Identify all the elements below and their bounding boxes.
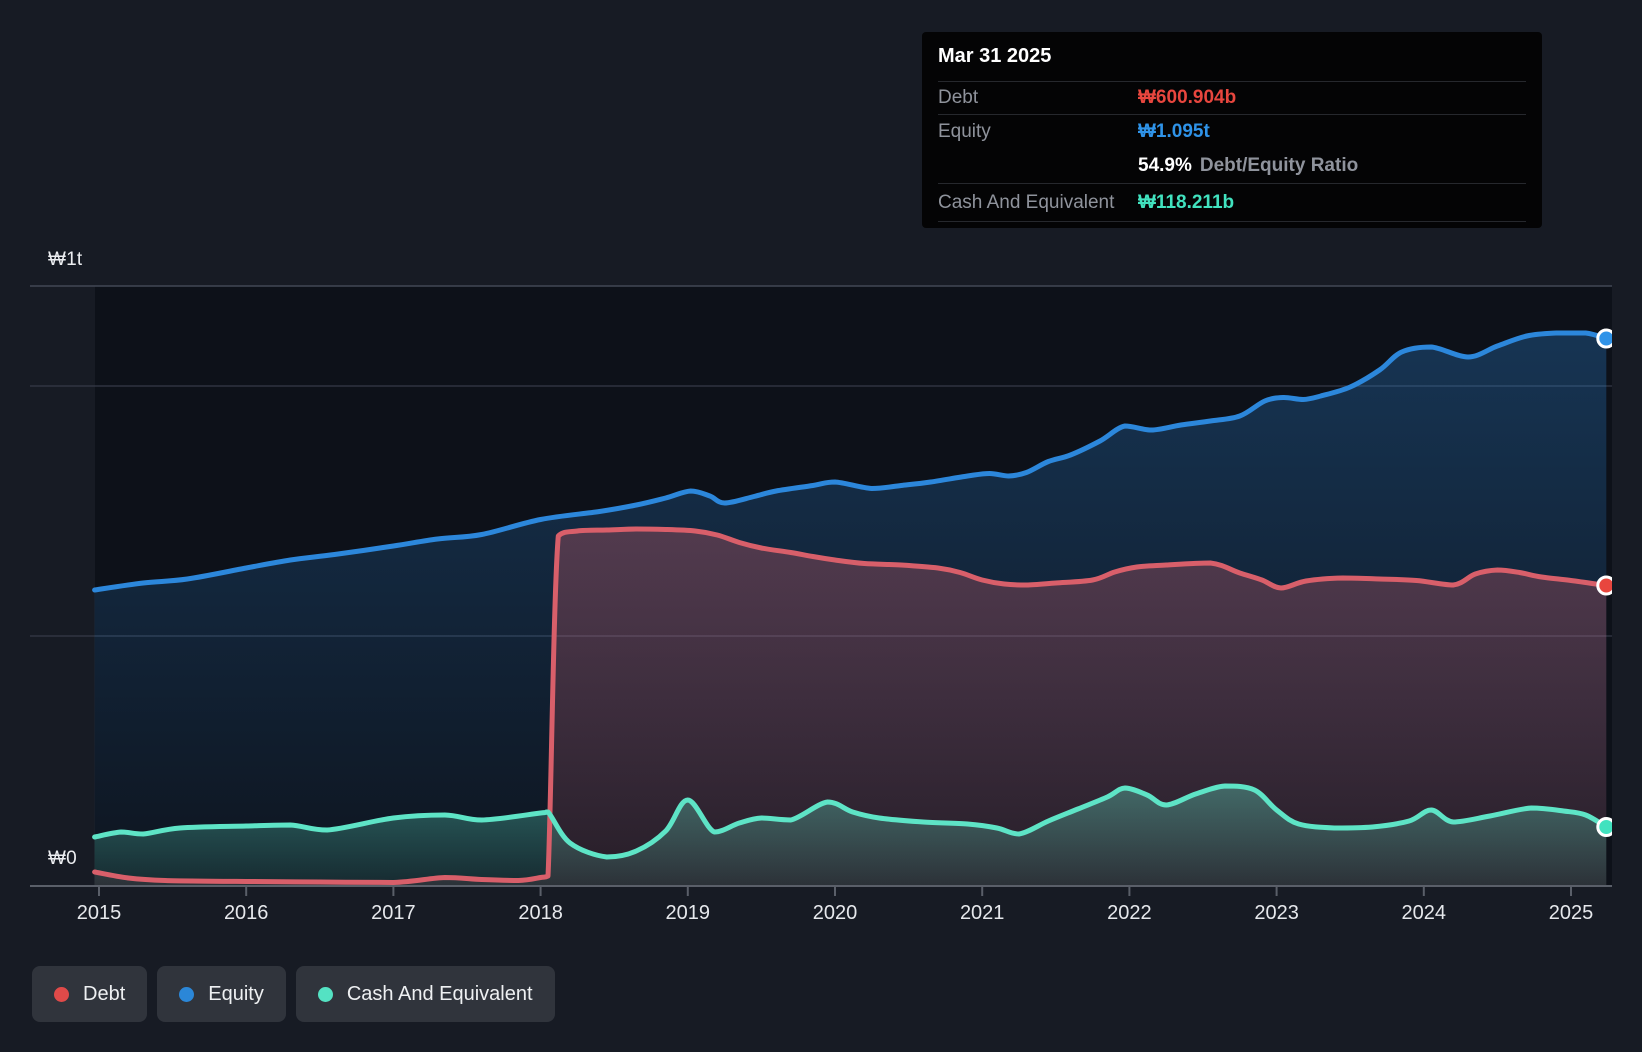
y-axis-label-1t: ₩1t <box>48 249 82 271</box>
legend-item-debt-label: Debt <box>83 983 125 1006</box>
legend-item-equity[interactable]: Equity <box>157 966 286 1022</box>
tooltip-equity-label: Equity <box>938 121 1138 143</box>
chart-tooltip: Mar 31 2025 Debt ₩600.904b Equity ₩1.095… <box>922 32 1542 228</box>
tooltip-ratio-label: Debt/Equity Ratio <box>1200 155 1358 177</box>
tooltip-cash-label: Cash And Equivalent <box>938 192 1138 214</box>
x-axis-label-2024: 2024 <box>1402 902 1447 924</box>
legend-item-cash-label: Cash And Equivalent <box>347 983 533 1006</box>
debt-end-marker[interactable] <box>1598 577 1615 594</box>
x-axis-label-2019: 2019 <box>666 902 711 924</box>
x-axis-label-2021: 2021 <box>960 902 1005 924</box>
x-axis-label-2017: 2017 <box>371 902 416 924</box>
tooltip-ratio-value: 54.9% <box>1138 155 1192 177</box>
x-axis-label-2023: 2023 <box>1254 902 1299 924</box>
debt-equity-chart-page: 2015 2016 2017 2018 2019 2020 2021 2022 2023 2024… <box>0 0 1642 1052</box>
legend-item-debt[interactable]: Debt <box>32 966 147 1022</box>
legend-item-equity-label: Equity <box>208 983 264 1006</box>
debt-legend-dot-icon <box>54 987 69 1002</box>
x-axis-label-2018: 2018 <box>518 902 563 924</box>
tooltip-ratio-row: 54.9% Debt/Equity Ratio <box>938 149 1526 183</box>
tooltip-cash-value: ₩118.211b <box>1138 192 1234 214</box>
legend-item-cash[interactable]: Cash And Equivalent <box>296 966 555 1022</box>
tooltip-debt-row: Debt ₩600.904b <box>938 81 1526 114</box>
x-axis-label-2015: 2015 <box>77 902 122 924</box>
x-axis-label-2020: 2020 <box>813 902 858 924</box>
x-axis-label-2025: 2025 <box>1549 902 1594 924</box>
tooltip-debt-value: ₩600.904b <box>1138 87 1236 109</box>
tooltip-debt-label: Debt <box>938 87 1138 109</box>
tooltip-equity-value: ₩1.095t <box>1138 121 1210 143</box>
y-axis-label-0: ₩0 <box>48 848 77 870</box>
x-axis-label-2022: 2022 <box>1107 902 1152 924</box>
tooltip-equity-row: Equity ₩1.095t <box>938 115 1526 149</box>
x-axis-label-2016: 2016 <box>224 902 269 924</box>
chart-legend: Debt Equity Cash And Equivalent <box>32 966 555 1022</box>
tooltip-date: Mar 31 2025 <box>938 32 1526 81</box>
equity-end-marker[interactable] <box>1598 330 1615 347</box>
cash-legend-dot-icon <box>318 987 333 1002</box>
equity-legend-dot-icon <box>179 987 194 1002</box>
cash-and-equivalent-end-marker[interactable] <box>1598 819 1615 836</box>
tooltip-cash-row: Cash And Equivalent ₩118.211b <box>938 183 1526 222</box>
